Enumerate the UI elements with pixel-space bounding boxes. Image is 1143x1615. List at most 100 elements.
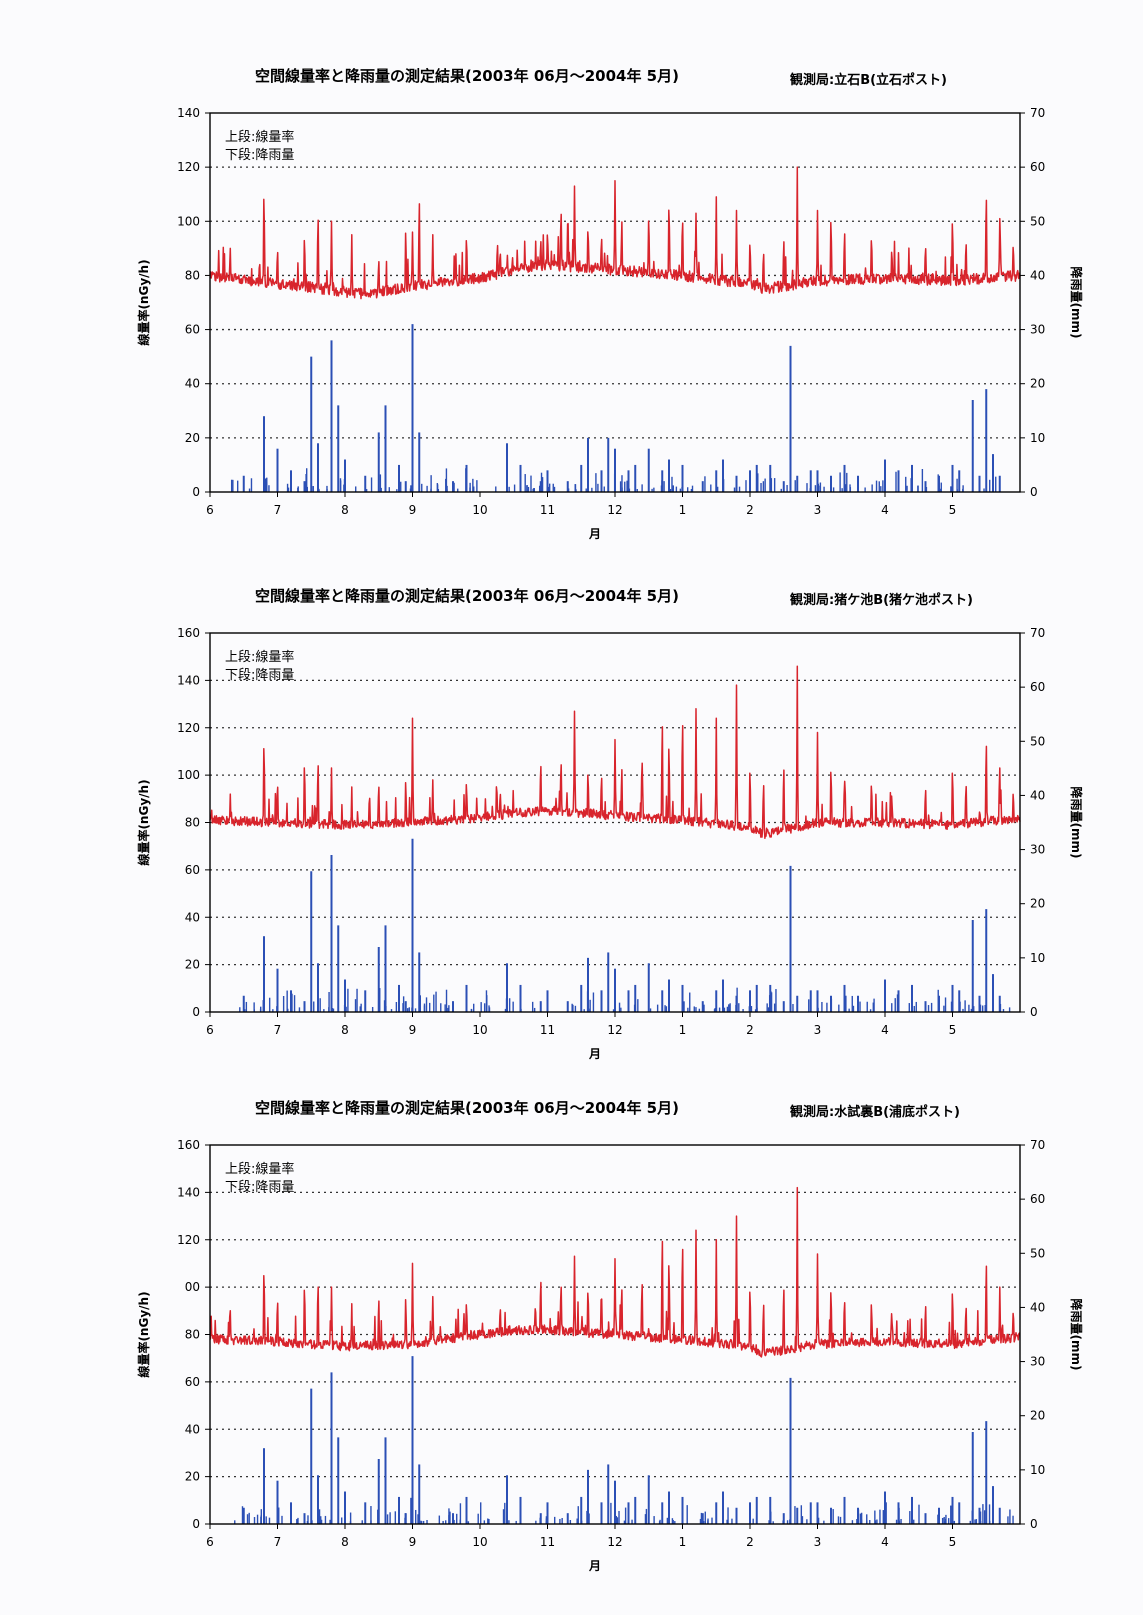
x-tick-label: 9 bbox=[409, 1023, 417, 1037]
legend-rain: 下段:降雨量 bbox=[225, 668, 294, 683]
dose-rate-line bbox=[209, 1186, 1021, 1358]
x-tick-label: 6 bbox=[206, 503, 214, 517]
y-left-tick-label: 40 bbox=[185, 910, 200, 924]
y-left-tick-label: 80 bbox=[185, 816, 200, 830]
chart-title: 空間線量率と降雨量の測定結果(2003年 06月～2004年 5月) bbox=[255, 587, 679, 605]
y-left-tick-label: 00 bbox=[185, 1280, 200, 1294]
y-left-tick-label: 140 bbox=[177, 106, 200, 120]
y-right-tick-label: 30 bbox=[1030, 1355, 1045, 1369]
y-left-tick-label: 100 bbox=[177, 214, 200, 228]
chart-svg: 空間線量率と降雨量の測定結果(2003年 06月～2004年 5月) 観測局:立石… bbox=[136, 67, 1084, 541]
x-axis-label: 月 bbox=[588, 1047, 601, 1061]
x-tick-label: 4 bbox=[881, 1535, 889, 1549]
x-tick-label: 10 bbox=[472, 503, 487, 517]
legend-dose: 上段:線量率 bbox=[225, 649, 294, 665]
y-right-tick-label: 20 bbox=[1030, 897, 1045, 911]
x-tick-label: 8 bbox=[341, 1535, 349, 1549]
y-left-tick-label: 100 bbox=[177, 768, 200, 782]
x-tick-label: 5 bbox=[949, 503, 957, 517]
x-tick-label: 10 bbox=[472, 1535, 487, 1549]
plot-frame bbox=[209, 632, 1021, 1013]
y-right-axis-label: 降雨量(mm) bbox=[1069, 1299, 1084, 1371]
dose-rate-line bbox=[209, 166, 1021, 300]
x-tick-label: 1 bbox=[679, 1535, 687, 1549]
x-tick-label: 11 bbox=[540, 503, 555, 517]
x-tick-label: 2 bbox=[746, 503, 754, 517]
y-left-axis-label: 線量率(nGy/h) bbox=[136, 259, 151, 345]
chart-svg: 空間線量率と降雨量の測定結果(2003年 06月～2004年 5月) 観測局:水試… bbox=[136, 1099, 1084, 1573]
chart-title: 空間線量率と降雨量の測定結果(2003年 06月～2004年 5月) bbox=[255, 1099, 679, 1117]
plot-frame bbox=[209, 1144, 1021, 1525]
y-right-tick-label: 40 bbox=[1030, 268, 1045, 282]
x-axis-label: 月 bbox=[588, 527, 601, 541]
y-right-tick-label: 0 bbox=[1030, 485, 1038, 499]
x-tick-label: 4 bbox=[881, 1023, 889, 1037]
y-left-tick-label: 40 bbox=[185, 1422, 200, 1436]
y-right-tick-label: 30 bbox=[1030, 843, 1045, 857]
y-left-tick-label: 60 bbox=[185, 1375, 200, 1389]
y-right-tick-label: 30 bbox=[1030, 323, 1045, 337]
y-right-tick-label: 50 bbox=[1030, 214, 1045, 228]
x-tick-label: 9 bbox=[409, 503, 417, 517]
legend-rain: 下段:降雨量 bbox=[225, 148, 294, 163]
x-tick-label: 12 bbox=[607, 503, 622, 517]
y-left-tick-label: 0 bbox=[192, 1005, 200, 1019]
y-right-tick-label: 70 bbox=[1030, 106, 1045, 120]
legend-rain: 下段:降雨量 bbox=[225, 1180, 294, 1195]
x-tick-label: 3 bbox=[814, 1535, 822, 1549]
plot-frame bbox=[209, 112, 1021, 493]
y-left-axis-label: 線量率(nGy/h) bbox=[136, 779, 151, 865]
chart-title: 空間線量率と降雨量の測定結果(2003年 06月～2004年 5月) bbox=[255, 67, 679, 85]
y-right-tick-label: 40 bbox=[1030, 788, 1045, 802]
y-right-axis-label: 降雨量(mm) bbox=[1069, 787, 1084, 859]
y-left-tick-label: 20 bbox=[185, 431, 200, 445]
x-tick-label: 5 bbox=[949, 1535, 957, 1549]
x-tick-label: 5 bbox=[949, 1023, 957, 1037]
x-tick-label: 7 bbox=[274, 1023, 282, 1037]
y-left-tick-label: 80 bbox=[185, 1328, 200, 1342]
x-tick-label: 4 bbox=[881, 503, 889, 517]
y-left-tick-label: 120 bbox=[177, 160, 200, 174]
y-right-tick-label: 20 bbox=[1030, 377, 1045, 391]
x-tick-label: 12 bbox=[607, 1023, 622, 1037]
y-right-tick-label: 70 bbox=[1030, 1138, 1045, 1152]
y-right-tick-label: 10 bbox=[1030, 431, 1045, 445]
y-right-tick-label: 10 bbox=[1030, 951, 1045, 965]
y-left-tick-label: 80 bbox=[185, 268, 200, 282]
x-tick-label: 11 bbox=[540, 1535, 555, 1549]
chart-panel-1: 空間線量率と降雨量の測定結果(2003年 06月～2004年 5月) 観測局:立石… bbox=[0, 55, 1143, 545]
x-tick-label: 7 bbox=[274, 1535, 282, 1549]
x-tick-label: 1 bbox=[679, 503, 687, 517]
y-right-tick-label: 60 bbox=[1030, 160, 1045, 174]
x-tick-label: 6 bbox=[206, 1535, 214, 1549]
station-label: 観測局:水試裏B(浦底ポスト) bbox=[789, 1104, 960, 1120]
y-left-tick-label: 60 bbox=[185, 323, 200, 337]
x-tick-label: 11 bbox=[540, 1023, 555, 1037]
y-right-tick-label: 70 bbox=[1030, 626, 1045, 640]
y-left-tick-label: 160 bbox=[177, 626, 200, 640]
y-left-tick-label: 40 bbox=[185, 377, 200, 391]
station-label: 観測局:猪ケ池B(猪ケ池ポスト) bbox=[789, 592, 973, 608]
chart-panel-2: 空間線量率と降雨量の測定結果(2003年 06月～2004年 5月) 観測局:猪ケ… bbox=[0, 575, 1143, 1065]
y-right-tick-label: 0 bbox=[1030, 1005, 1038, 1019]
x-tick-label: 1 bbox=[679, 1023, 687, 1037]
legend-dose: 上段:線量率 bbox=[225, 129, 294, 145]
station-label: 観測局:立石B(立石ポスト) bbox=[789, 72, 947, 88]
x-tick-label: 10 bbox=[472, 1023, 487, 1037]
x-tick-label: 3 bbox=[814, 1023, 822, 1037]
y-right-tick-label: 20 bbox=[1030, 1409, 1045, 1423]
y-right-tick-label: 60 bbox=[1030, 680, 1045, 694]
x-tick-label: 8 bbox=[341, 1023, 349, 1037]
x-tick-label: 7 bbox=[274, 503, 282, 517]
x-tick-label: 2 bbox=[746, 1023, 754, 1037]
y-left-axis-label: 線量率(nGy/h) bbox=[136, 1291, 151, 1377]
y-left-tick-label: 0 bbox=[192, 1517, 200, 1531]
y-left-tick-label: 140 bbox=[177, 1185, 200, 1199]
dose-rate-line bbox=[209, 665, 1021, 840]
y-left-tick-label: 140 bbox=[177, 673, 200, 687]
y-right-axis-label: 降雨量(mm) bbox=[1069, 267, 1084, 339]
x-tick-label: 6 bbox=[206, 1023, 214, 1037]
y-right-tick-label: 50 bbox=[1030, 734, 1045, 748]
y-left-tick-label: 120 bbox=[177, 721, 200, 735]
legend-dose: 上段:線量率 bbox=[225, 1161, 294, 1177]
